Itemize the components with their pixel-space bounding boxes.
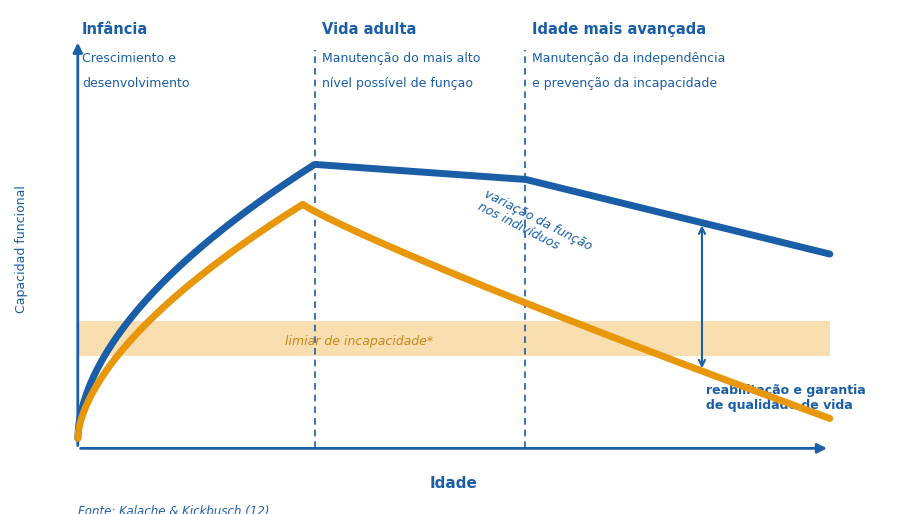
Text: Idade mais avançada: Idade mais avançada [532,23,706,38]
Text: desenvolvimento: desenvolvimento [83,77,189,90]
Text: nível possível de funçao: nível possível de funçao [322,77,473,90]
Text: Crescimiento e: Crescimiento e [83,52,176,65]
Text: Vida adulta: Vida adulta [322,23,416,38]
Bar [78,321,830,356]
Text: Manutenção da independência: Manutenção da independência [532,52,726,65]
Text: Infância: Infância [83,23,148,38]
Text: variação da função
nos indivíduos: variação da função nos indivíduos [475,187,595,266]
Text: Idade: Idade [430,476,478,491]
Text: Capacidad funcional: Capacidad funcional [15,185,28,313]
Text: limiar de incapacidade*: limiar de incapacidade* [285,335,433,348]
Text: Fonte: Kalache & Kickbusch (12): Fonte: Kalache & Kickbusch (12) [78,505,269,514]
Text: e prevenção da incapacidade: e prevenção da incapacidade [532,77,718,90]
Text: Manutenção do mais alto: Manutenção do mais alto [322,52,480,65]
Text: reabilitação e garantia
de qualidade de vida: reabilitação e garantia de qualidade de … [706,383,866,412]
